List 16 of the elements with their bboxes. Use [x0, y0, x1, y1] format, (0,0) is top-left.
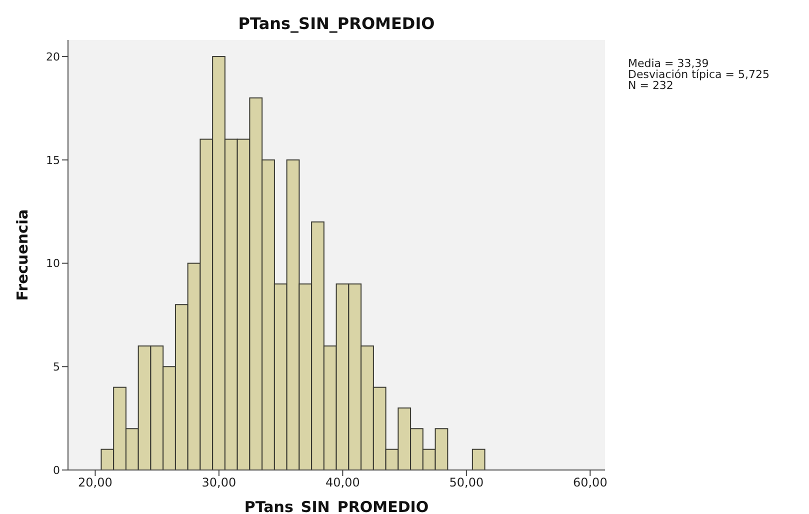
- x-tick-label: 50,00: [449, 476, 484, 490]
- y-tick-label: 20: [46, 50, 60, 64]
- text: Desviación típica = 5,725: [628, 68, 770, 81]
- y-tick-label: 15: [46, 154, 60, 167]
- y-axis-title: Frecuencia: [13, 209, 32, 301]
- text: N = 232: [628, 79, 674, 92]
- x-tick-label: 60,00: [572, 476, 608, 490]
- text: Media = 33,39: [628, 57, 709, 70]
- chart-title: PTans_SIN_PROMEDIO: [237, 14, 436, 33]
- y-tick-label: 5: [53, 360, 60, 374]
- x-tick-label: 30,00: [202, 476, 236, 490]
- y-tick-label: 10: [46, 257, 60, 270]
- y-tick-label: 0: [53, 464, 60, 477]
- x-tick-label: 40,00: [326, 476, 360, 490]
- x-axis-title: PTans_SIN_PROMEDIO: [244, 498, 429, 514]
- x-tick-label: 20,00: [78, 476, 112, 490]
